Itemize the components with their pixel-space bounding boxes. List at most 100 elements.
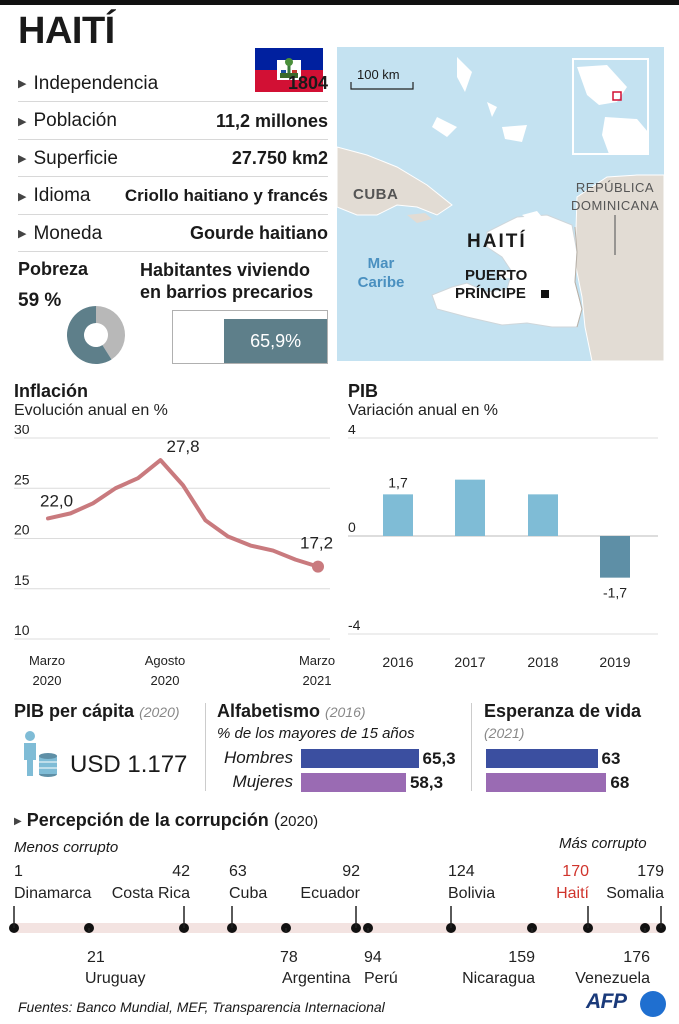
fact-value: Criollo haitiano y francés (124, 186, 328, 205)
ranking-rank: 63 (229, 863, 247, 880)
afp-logo: AFP (586, 990, 666, 1018)
ranking-country: Cuba (229, 885, 267, 902)
slums-value: 65,9% (250, 330, 302, 351)
x-tick-label: 2016 (382, 654, 413, 670)
map-scale-label: 100 km (357, 67, 400, 82)
x-tick-label: 2020 (151, 673, 180, 688)
x-tick-label: 2021 (303, 673, 332, 688)
inflation-point (312, 560, 324, 573)
map-label-haiti: HAITÍ (467, 231, 527, 252)
literacy-bar (301, 773, 406, 792)
literacy-row-label: Mujeres (232, 772, 293, 791)
flag-of-haiti (255, 48, 323, 92)
map-label-sea: Mar Caribe (357, 255, 405, 291)
y-tick-label: -4 (348, 617, 361, 633)
fact-label: Superficie (33, 147, 118, 169)
poverty-donut (66, 305, 126, 365)
slums-bar-frame: 65,9% (172, 310, 328, 364)
literacy-title: Alfabetismo (2016) (217, 701, 366, 721)
gdp-bar (455, 479, 485, 536)
bullet-triangle-icon: ▶ (18, 153, 27, 165)
fact-row: ▶ Superficie 27.750 km2 (18, 141, 328, 177)
slums-label: Habitantes viviendo en barrios precarios (140, 260, 314, 302)
fact-label: Independencia (33, 72, 159, 94)
x-tick-label: 2018 (527, 654, 558, 670)
fact-label: Población (33, 110, 117, 131)
x-tick-label: Agosto (145, 653, 185, 668)
life-expectancy-bar (486, 773, 607, 792)
poverty-value: 59 % (18, 290, 62, 311)
y-tick-label: 20 (14, 522, 30, 538)
life-expectancy-year: (2021) (484, 725, 525, 741)
gdp-data-label: 1,7 (388, 474, 408, 490)
corruption-title: ▶ Percepción de la corrupción (2020) (14, 810, 319, 830)
literacy-row-label: Hombres (224, 748, 293, 767)
ranking-country: Somalia (606, 885, 664, 902)
literacy-bar (301, 749, 419, 768)
ranking-rank: 1 (14, 863, 23, 880)
x-tick-label: 2017 (454, 654, 485, 670)
ranking-country: Nicaragua (462, 970, 535, 987)
fact-value: Gourde haitiano (189, 223, 328, 243)
ranking-rank: 78 (280, 949, 298, 966)
fact-row: ▶ Moneda Gourde haitiano (18, 216, 328, 252)
ranking-rank: 92 (342, 863, 360, 880)
ranking-rank: 179 (637, 863, 664, 880)
fact-value: 11,2 millones (215, 110, 328, 131)
gdp-bar (528, 494, 558, 536)
ranking-rank: 124 (448, 863, 475, 880)
y-tick-label: 15 (14, 572, 30, 588)
literacy-value: 58,3 (409, 773, 444, 792)
ranking-rank: 42 (172, 863, 190, 880)
life-expectancy-value: 63 (601, 749, 621, 768)
inflation-chart: 30 25 20 15 10 22,0 27,8 17,2 Marzo 2020 Agosto 202… (14, 425, 335, 688)
map-label-dominican-republic: REPÚBLICA DOMINICANA (570, 180, 660, 213)
map-label-capital: PUERTO PRÍNCIPE (455, 267, 528, 302)
ranking-country: Haití (556, 885, 589, 902)
bullet-triangle-icon: ▶ (18, 190, 27, 203)
more-corrupt-label: Más corrupto (559, 835, 647, 852)
x-tick-label: 2019 (599, 654, 630, 670)
literacy-value: 65,3 (422, 749, 456, 768)
corruption-timeline: 1 Dinamarca 21 Uruguay 42 Costa Rica 63 Cuba 78 A… (9, 863, 666, 987)
ranking-country: Bolivia (448, 885, 495, 902)
inflation-subtitle: Evolución anual en % (14, 402, 168, 419)
top-rule (0, 0, 679, 5)
less-corrupt-label: Menos corrupto (14, 839, 119, 856)
life-expectancy-value: 68 (610, 773, 630, 792)
x-tick-label: Marzo (29, 653, 65, 668)
inflation-data-label: 27,8 (167, 437, 200, 456)
gdp-bar (600, 536, 630, 578)
ranking-country: Costa Rica (112, 885, 190, 902)
fact-row: ▶ Independencia 1804 (18, 66, 328, 102)
poverty-label: Pobreza (18, 259, 89, 279)
y-tick-label: 4 (348, 425, 356, 437)
map-label-cuba: CUBA (353, 186, 399, 203)
life-expectancy-bar (486, 749, 598, 768)
fact-label: Idioma (33, 185, 91, 206)
gdp-per-capita-value: USD 1.177 (70, 751, 188, 778)
inflation-title: Inflación (14, 381, 89, 401)
coins-person-icon (20, 730, 60, 785)
gdp-subtitle: Variación anual en % (348, 402, 499, 419)
ranking-country: Ecuador (300, 885, 360, 902)
inflation-data-label: 22,0 (40, 491, 73, 510)
bullet-triangle-icon: ▶ (18, 228, 27, 240)
inflation-line (46, 458, 320, 569)
x-tick-label: Marzo (299, 653, 335, 668)
ranking-rank: 21 (87, 949, 105, 966)
fact-row: ▶ Idioma Criollo haitiano y francés (18, 179, 328, 215)
gdp-bar (383, 494, 413, 536)
gdp-data-label: -1,7 (603, 585, 627, 601)
literacy-subtitle: % de los mayores de 15 años (217, 725, 415, 742)
gdp-title: PIB (348, 381, 379, 401)
map: 100 km CUBA Mar Caribe HAITÍ PUERTO PRÍN… (337, 47, 664, 361)
gdp-per-capita-title: PIB per cápita (2020) (14, 701, 180, 721)
page-title: HAITÍ (18, 10, 115, 52)
fact-value: 27.750 km2 (231, 148, 328, 168)
sources: Fuentes: Banco Mundial, MEF, Transparenc… (18, 999, 385, 1015)
ranking-country: Uruguay (85, 970, 145, 987)
y-tick-label: 25 (14, 471, 30, 487)
y-tick-label: 0 (348, 519, 356, 535)
ranking-rank: 176 (623, 949, 650, 966)
